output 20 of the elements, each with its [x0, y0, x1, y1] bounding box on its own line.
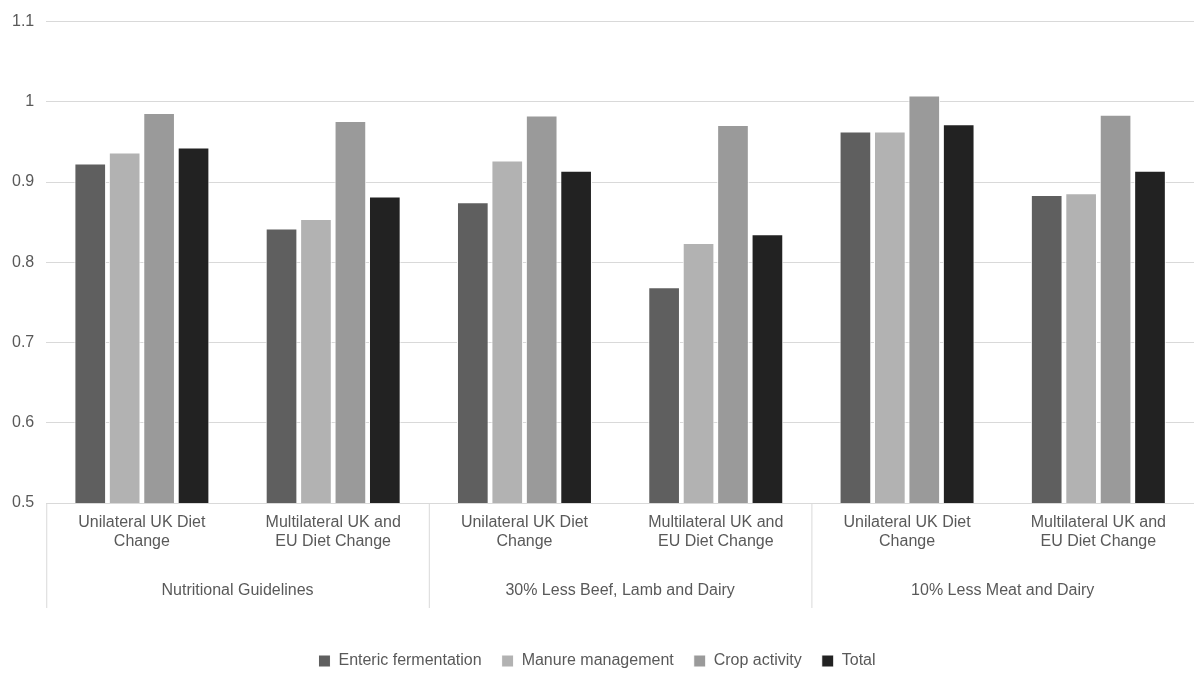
y-tick-label: 0.8 [11, 252, 35, 270]
legend-label: Total [841, 651, 876, 669]
text: Nutritional Guidelines [161, 581, 314, 599]
x-tick-label: Unilateral UK Diet Change [460, 513, 589, 550]
x-tick-label: Multilateral UK and EU Diet Change [265, 513, 401, 550]
x-tick-label: Multilateral UK and EU Diet Change [648, 513, 784, 550]
x-tick-label: Unilateral UK Diet Change [843, 513, 972, 550]
legend-label: Enteric fermentation [338, 651, 482, 669]
text: 30% Less Beef, Lamb and Dairy [505, 581, 735, 599]
y-tick-label: 1 [25, 92, 35, 110]
y-tick-label: 0.9 [11, 172, 35, 190]
y-tick-label: 0.6 [11, 413, 35, 431]
legend-label: Manure management [521, 651, 675, 669]
y-tick-label: 0.5 [11, 493, 35, 511]
y-tick-label: 0.7 [11, 332, 35, 350]
x-tick-label: Unilateral UK Diet Change [78, 513, 207, 550]
x-tick-label: Multilateral UK and EU Diet Change [1030, 513, 1166, 550]
text: 10% Less Meat and Dairy [911, 581, 1095, 599]
legend-label: Crop activity [713, 651, 802, 669]
y-tick-label: 1.1 [11, 12, 35, 30]
